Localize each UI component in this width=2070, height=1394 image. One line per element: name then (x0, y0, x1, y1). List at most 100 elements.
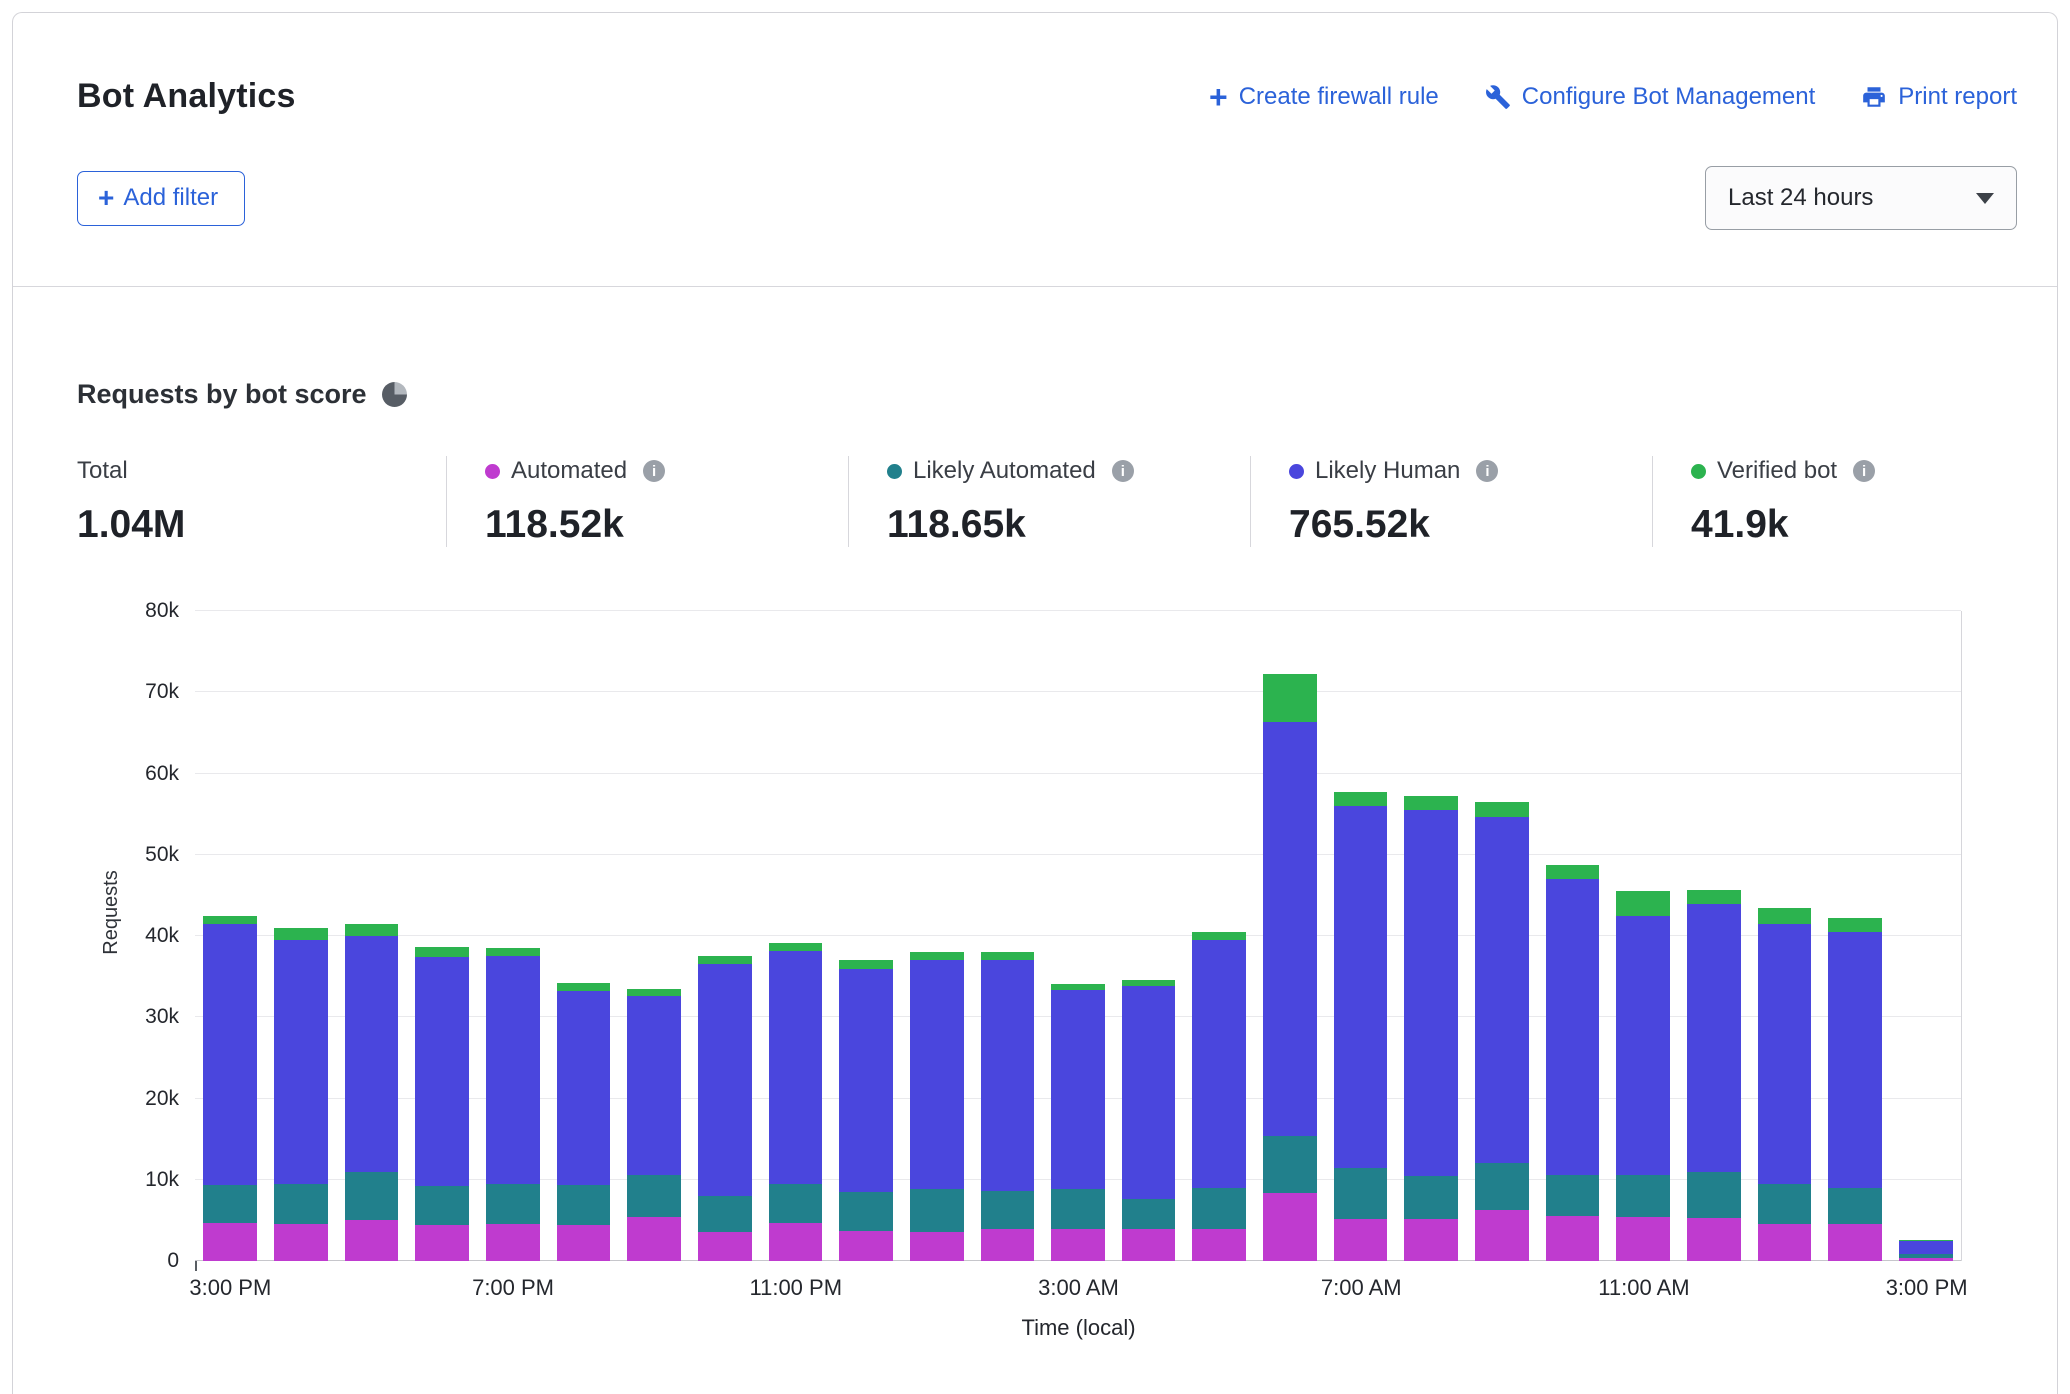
bar-segment-likely-automated[interactable] (910, 1189, 964, 1232)
bar-segment-likely-automated[interactable] (1404, 1176, 1458, 1219)
bar-segment-likely-automated[interactable] (1122, 1199, 1176, 1228)
bar-segment-verified-bot[interactable] (1475, 802, 1529, 817)
bar-segment-likely-automated[interactable] (1192, 1188, 1246, 1229)
bar-segment-likely-human[interactable] (345, 936, 399, 1172)
stacked-bar[interactable] (1122, 611, 1176, 1261)
bar-segment-automated[interactable] (981, 1229, 1035, 1262)
bar-segment-automated[interactable] (698, 1232, 752, 1261)
bar-segment-likely-human[interactable] (1122, 986, 1176, 1200)
bar-segment-verified-bot[interactable] (910, 952, 964, 960)
bar-segment-automated[interactable] (1051, 1229, 1105, 1261)
stacked-bar[interactable] (415, 611, 469, 1261)
stacked-bar[interactable] (1687, 611, 1741, 1261)
bar-segment-likely-automated[interactable] (627, 1175, 681, 1217)
bar-segment-likely-human[interactable] (627, 996, 681, 1175)
bar-segment-verified-bot[interactable] (1828, 918, 1882, 932)
bar-segment-likely-automated[interactable] (1051, 1189, 1105, 1230)
bar-segment-automated[interactable] (486, 1224, 540, 1261)
bar-segment-automated[interactable] (627, 1217, 681, 1261)
bar-segment-likely-human[interactable] (415, 957, 469, 1186)
bar-segment-automated[interactable] (345, 1220, 399, 1261)
bar-segment-verified-bot[interactable] (1687, 890, 1741, 904)
bar-segment-automated[interactable] (1899, 1258, 1953, 1261)
stacked-bar[interactable] (486, 611, 540, 1261)
bar-segment-verified-bot[interactable] (839, 960, 893, 968)
bar-segment-automated[interactable] (1122, 1229, 1176, 1262)
stacked-bar[interactable] (345, 611, 399, 1261)
bar-segment-verified-bot[interactable] (1334, 792, 1388, 806)
bar-segment-likely-human[interactable] (839, 969, 893, 1192)
stacked-bar[interactable] (1899, 611, 1953, 1261)
bar-segment-automated[interactable] (1546, 1216, 1600, 1262)
bar-segment-likely-human[interactable] (1546, 879, 1600, 1175)
bar-segment-verified-bot[interactable] (1546, 865, 1600, 880)
bar-segment-likely-human[interactable] (1192, 940, 1246, 1188)
bar-segment-verified-bot[interactable] (981, 952, 1035, 960)
bar-segment-automated[interactable] (274, 1224, 328, 1261)
bar-segment-likely-automated[interactable] (1616, 1175, 1670, 1217)
bar-segment-likely-human[interactable] (769, 951, 823, 1183)
bar-segment-likely-automated[interactable] (1758, 1184, 1812, 1224)
bar-segment-likely-human[interactable] (1828, 932, 1882, 1188)
bar-segment-likely-human[interactable] (1475, 817, 1529, 1162)
info-icon[interactable] (1112, 460, 1134, 482)
configure-bot-management-link[interactable]: Configure Bot Management (1485, 83, 1816, 111)
bar-segment-likely-automated[interactable] (345, 1172, 399, 1221)
bar-segment-likely-automated[interactable] (839, 1192, 893, 1231)
bar-segment-verified-bot[interactable] (415, 947, 469, 957)
bar-segment-automated[interactable] (1192, 1229, 1246, 1262)
stacked-bar[interactable] (1758, 611, 1812, 1261)
stacked-bar[interactable] (274, 611, 328, 1261)
bar-segment-automated[interactable] (415, 1225, 469, 1261)
info-icon[interactable] (643, 460, 665, 482)
bar-segment-automated[interactable] (1475, 1210, 1529, 1261)
bar-segment-verified-bot[interactable] (1192, 932, 1246, 940)
bar-segment-verified-bot[interactable] (698, 956, 752, 965)
bar-segment-likely-human[interactable] (486, 956, 540, 1184)
stacked-bar[interactable] (203, 611, 257, 1261)
bar-segment-automated[interactable] (769, 1223, 823, 1261)
bar-segment-verified-bot[interactable] (486, 948, 540, 956)
bar-segment-verified-bot[interactable] (769, 943, 823, 951)
bar-segment-likely-automated[interactable] (698, 1196, 752, 1232)
bar-segment-automated[interactable] (1828, 1224, 1882, 1261)
bar-segment-automated[interactable] (910, 1232, 964, 1261)
bar-segment-verified-bot[interactable] (1758, 908, 1812, 924)
bar-segment-verified-bot[interactable] (274, 928, 328, 940)
stacked-bar[interactable] (1192, 611, 1246, 1261)
bar-segment-automated[interactable] (1616, 1217, 1670, 1261)
bar-segment-likely-automated[interactable] (981, 1191, 1035, 1228)
bar-segment-likely-human[interactable] (1687, 904, 1741, 1172)
stacked-bar[interactable] (769, 611, 823, 1261)
create-firewall-rule-link[interactable]: Create firewall rule (1209, 83, 1439, 111)
stacked-bar[interactable] (1616, 611, 1670, 1261)
bar-segment-likely-human[interactable] (981, 960, 1035, 1191)
stacked-bar[interactable] (1334, 611, 1388, 1261)
bar-segment-likely-automated[interactable] (1334, 1168, 1388, 1219)
bar-segment-automated[interactable] (1404, 1219, 1458, 1261)
stacked-bar[interactable] (698, 611, 752, 1261)
bar-segment-automated[interactable] (1758, 1224, 1812, 1261)
bar-segment-likely-automated[interactable] (557, 1185, 611, 1226)
bar-segment-verified-bot[interactable] (557, 983, 611, 991)
bar-segment-likely-human[interactable] (1334, 806, 1388, 1168)
bar-segment-likely-human[interactable] (1758, 924, 1812, 1184)
bar-segment-likely-automated[interactable] (274, 1184, 328, 1225)
stacked-bar[interactable] (1263, 611, 1317, 1261)
time-range-select[interactable]: Last 24 hours (1705, 166, 2017, 230)
bar-segment-likely-human[interactable] (1051, 990, 1105, 1188)
bar-segment-likely-human[interactable] (698, 964, 752, 1196)
bar-segment-likely-human[interactable] (1899, 1241, 1953, 1254)
print-report-link[interactable]: Print report (1861, 83, 2017, 111)
bar-segment-verified-bot[interactable] (1404, 796, 1458, 810)
bar-segment-likely-human[interactable] (1263, 722, 1317, 1136)
info-icon[interactable] (1853, 460, 1875, 482)
stacked-bar[interactable] (1828, 611, 1882, 1261)
bar-segment-likely-automated[interactable] (769, 1184, 823, 1223)
bar-segment-likely-automated[interactable] (1263, 1136, 1317, 1193)
bar-segment-automated[interactable] (1687, 1218, 1741, 1261)
bar-segment-likely-human[interactable] (274, 940, 328, 1184)
add-filter-button[interactable]: Add filter (77, 171, 245, 226)
bar-segment-likely-automated[interactable] (203, 1185, 257, 1222)
bar-segment-likely-human[interactable] (1616, 916, 1670, 1175)
